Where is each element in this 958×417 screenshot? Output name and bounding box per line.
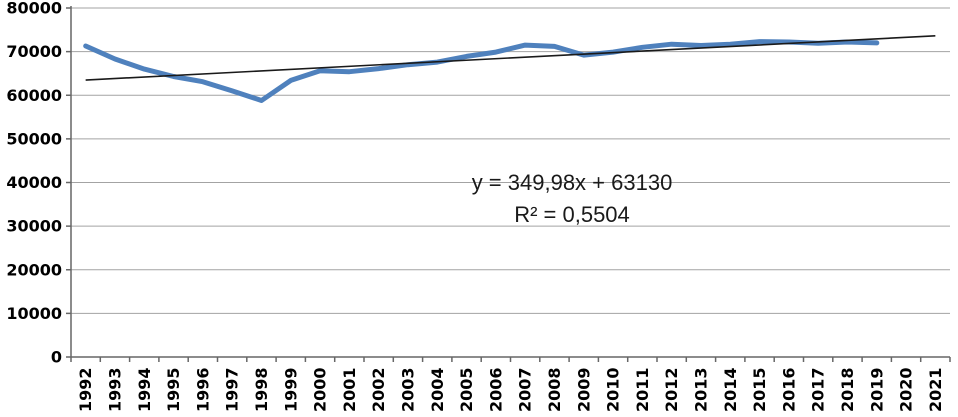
- x-tick-label: 2010: [604, 367, 623, 412]
- x-tick-label: 2011: [633, 367, 652, 412]
- x-tick-label: 2015: [750, 367, 769, 412]
- x-tick-label: 2016: [779, 367, 798, 412]
- x-tick-label: 1992: [76, 367, 95, 412]
- data-series-line: [83, 39, 880, 103]
- x-tick-label: 2017: [809, 367, 828, 412]
- trendline-equation-label: y = 349,98x + 63130: [472, 170, 673, 195]
- x-tick-label: 2013: [691, 367, 710, 412]
- x-tick-label: 2019: [867, 367, 886, 412]
- x-tick-label: 2018: [838, 367, 857, 412]
- y-tick-label: 0: [51, 348, 62, 367]
- y-tick-label: 60000: [6, 86, 62, 105]
- x-tick-label: 2000: [311, 367, 330, 412]
- x-tick-label: 2002: [369, 367, 388, 412]
- x-tick-label: 2008: [545, 367, 564, 412]
- x-tick-label: 2006: [486, 367, 505, 412]
- y-tick-label: 80000: [6, 0, 62, 18]
- x-tick-label: 2014: [721, 367, 740, 412]
- x-tick-label: 1998: [252, 367, 271, 412]
- series-layer: [83, 34, 936, 103]
- axes-layer: 0 10000 20000 30000 40000 50000 60000 70000 8000…: [6, 0, 951, 412]
- trendline-r-squared-label: R² = 0,5504: [514, 202, 630, 227]
- x-tick-label: 2004: [428, 367, 447, 412]
- x-tick-label: 2021: [926, 367, 945, 412]
- x-tick-label: 1994: [135, 367, 154, 412]
- y-tick-label: 50000: [6, 129, 62, 148]
- x-tick-label: 1996: [193, 367, 212, 412]
- trendline: [85, 34, 936, 81]
- x-tick-label: 2012: [662, 367, 681, 412]
- x-tick-label: 1999: [281, 367, 300, 412]
- y-tick-label: 10000: [6, 304, 62, 323]
- x-tick-label: 2009: [574, 367, 593, 412]
- x-tick-label: 1997: [223, 367, 242, 412]
- x-tick-label: 1995: [164, 367, 183, 412]
- x-tick-label: 2005: [457, 367, 476, 412]
- y-tick-label: 30000: [6, 217, 62, 236]
- x-tick-label: 2001: [340, 367, 359, 412]
- y-tick-label: 20000: [6, 260, 62, 279]
- x-tick-label: 2020: [897, 367, 916, 412]
- y-tick-label: 70000: [6, 42, 62, 61]
- x-tick-label: 1993: [105, 367, 124, 412]
- x-tick-label: 2007: [516, 367, 535, 412]
- x-tick-label: 2003: [398, 367, 417, 412]
- gridlines-layer: [71, 7, 950, 314]
- y-tick-label: 40000: [6, 173, 62, 192]
